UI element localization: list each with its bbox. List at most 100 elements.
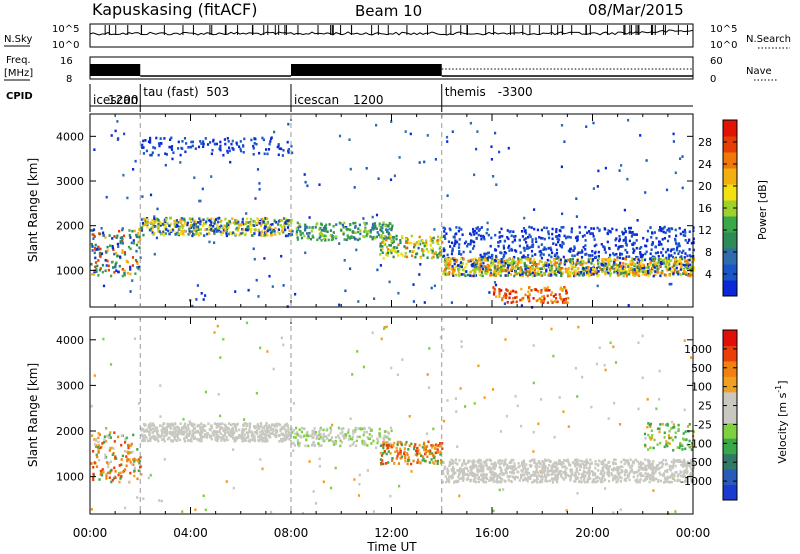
power-cell [531, 238, 534, 241]
power-cell [136, 266, 139, 269]
power-cell [651, 255, 654, 258]
power-cell [576, 272, 579, 276]
power-cell [550, 248, 553, 252]
power-cell [216, 226, 220, 229]
power-cell [357, 230, 360, 234]
power-cell [573, 264, 576, 267]
velocity-cell [329, 426, 332, 430]
velocity-cell [410, 442, 413, 446]
power-cell [177, 232, 180, 236]
power-cell [107, 264, 110, 268]
velocity-cell [619, 480, 622, 483]
power-cell [525, 273, 528, 276]
power-cell [116, 242, 119, 246]
power-cell [456, 259, 459, 262]
velocity-cell [264, 440, 267, 443]
velocity-cell [280, 336, 283, 340]
velocity-cell [340, 441, 343, 444]
velocity-cell [90, 462, 93, 465]
velocity-cell [320, 444, 323, 447]
velocity-cell [576, 458, 579, 461]
power-cell [639, 265, 642, 269]
power-cell [590, 227, 593, 230]
velocity-cell [666, 470, 669, 474]
power-cell [502, 264, 505, 267]
power-cell [379, 228, 382, 232]
velocity-cell [175, 439, 178, 442]
velocity-cell [647, 464, 650, 467]
power-cell [567, 274, 570, 278]
power-cell [116, 254, 119, 258]
power-cell [104, 269, 107, 273]
power-cell [227, 140, 230, 143]
power-cell [499, 274, 502, 277]
velocity-cell [516, 404, 519, 408]
power-cell [464, 274, 467, 278]
velocity-cell [330, 436, 334, 439]
velocity-cell [247, 434, 250, 438]
velocity-cell [362, 443, 365, 446]
velocity-cell [554, 477, 557, 480]
velocity-cell [109, 436, 112, 439]
power-cell [486, 251, 489, 255]
velocity-cell [270, 510, 273, 514]
power-cell [665, 260, 668, 264]
velocity-cell [235, 437, 238, 440]
velocity-cell [498, 459, 502, 462]
power-cell [445, 232, 448, 235]
power-cell [142, 146, 145, 149]
power-cell [312, 236, 315, 239]
power-cell [498, 231, 501, 234]
velocity-cell [581, 375, 584, 379]
power-cell [473, 266, 476, 270]
power-cell [401, 236, 404, 239]
power-cell [510, 247, 513, 251]
power-cell [144, 139, 147, 142]
power-cell [363, 221, 366, 225]
power-cell [493, 287, 496, 291]
power-cell [318, 236, 321, 240]
velocity-cell [427, 449, 430, 453]
power-cell [677, 252, 680, 256]
velocity-cell [173, 437, 176, 441]
velocity-cell [655, 464, 658, 467]
power-cell [383, 237, 386, 240]
power-cell [319, 235, 322, 238]
power-cell [604, 262, 607, 266]
power-cell [515, 295, 518, 299]
velocity-cell [524, 471, 527, 474]
velocity-cell [422, 457, 425, 461]
power-cell [487, 233, 490, 237]
power-cell [558, 234, 561, 237]
velocity-cell [92, 466, 95, 469]
power-cell [95, 267, 98, 271]
power-cell [690, 265, 693, 268]
power-cell [563, 140, 566, 143]
power-cell [255, 223, 259, 226]
velocity-cell [334, 442, 337, 446]
power-cell [335, 223, 338, 226]
power-cell [418, 273, 421, 276]
velocity-cell [109, 431, 112, 434]
velocity-cell [563, 471, 566, 475]
power-cell [510, 268, 513, 271]
velocity-cell [646, 398, 649, 401]
velocity-cell [271, 423, 274, 427]
velocity-cell [342, 434, 345, 437]
power-cell [511, 265, 514, 268]
power-cell [304, 228, 307, 232]
power-cell [619, 261, 622, 265]
power-cell [365, 167, 368, 170]
velocity-cell [291, 431, 294, 434]
power-cell [419, 263, 422, 266]
velocity-cell [233, 440, 236, 443]
power-cell [635, 266, 638, 269]
velocity-cell [406, 452, 409, 455]
velocity-cell [467, 459, 470, 463]
power-cell [458, 268, 461, 271]
velocity-cell [636, 480, 639, 484]
power-cell [389, 234, 393, 238]
velocity-cell [334, 439, 337, 443]
velocity-cell [598, 346, 601, 349]
